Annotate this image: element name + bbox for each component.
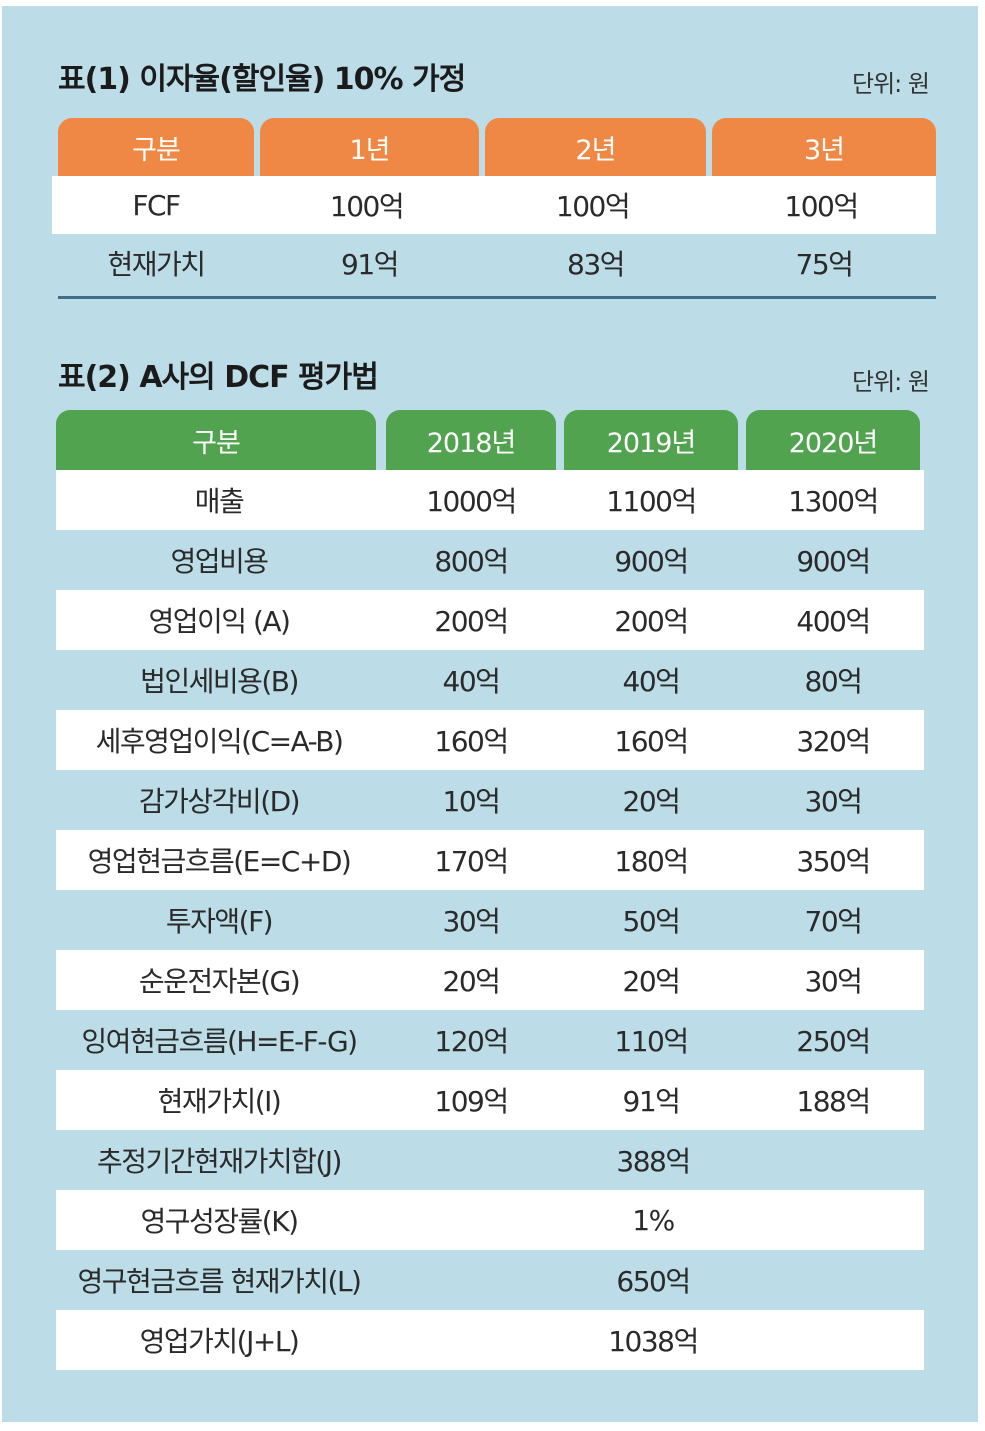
table2-cell: 900억 xyxy=(614,545,689,578)
table2-row-label: 영업현금흐름(E=C+D) xyxy=(56,830,382,890)
table2-cell: 120억 xyxy=(434,1025,509,1058)
table2-cell: 20억 xyxy=(560,950,742,1010)
table1-bottom-rule xyxy=(58,296,936,299)
table2-cell: 320억 xyxy=(742,710,924,770)
table2-cell: 350억 xyxy=(742,830,924,890)
table2-row-label: 투자액(F) xyxy=(165,905,274,938)
table2-cell: 1100억 xyxy=(560,470,742,530)
table2-row-label: 법인세비용(B) xyxy=(140,665,299,698)
table1: 구분 1년 2년 3년 FCF 100억 100억 100억 현재가치 91억 83억 75억 xyxy=(58,118,936,292)
table1-cell: 83억 xyxy=(567,248,625,281)
table2-unit: 단위: 원 xyxy=(852,368,930,396)
table2-header-1: 2018년 xyxy=(386,410,556,470)
table2-cell: 900억 xyxy=(796,545,871,578)
table2-cell: 1000억 xyxy=(382,470,560,530)
table2-summary-value: 1038억 xyxy=(382,1310,924,1370)
table2-title: 표(2) A사의 DCF 평가법 xyxy=(58,360,379,395)
table1-cell: 100억 xyxy=(479,176,706,234)
table2-cell: 20억 xyxy=(382,950,560,1010)
table1-header-0: 구분 xyxy=(58,118,254,176)
table1-cell: 75억 xyxy=(795,248,854,281)
table2-row-label: 매출 xyxy=(56,470,382,530)
table2-cell: 80억 xyxy=(804,665,863,698)
table2-cell: 30억 xyxy=(804,785,863,818)
table2-cell: 200억 xyxy=(560,590,742,650)
table2-cell: 180억 xyxy=(560,830,742,890)
table1-row-label: 현재가치 xyxy=(107,248,206,281)
table2-row-label: 세후영업이익(C=A-B) xyxy=(56,710,382,770)
table2-cell: 170억 xyxy=(382,830,560,890)
table2-summary-label: 영구성장률(K) xyxy=(56,1190,382,1250)
table2-row-label: 현재가치(I) xyxy=(56,1070,382,1130)
infographic-panel: 표(1) 이자율(할인율) 10% 가정 단위: 원 구분 1년 2년 3년 FCF 10… xyxy=(2,6,978,1422)
table1-row-label: FCF xyxy=(58,176,254,234)
table2-cell: 20억 xyxy=(622,785,681,818)
table2-cell: 70억 xyxy=(804,905,863,938)
table2-row-label: 영업이익 (A) xyxy=(56,590,382,650)
table2-cell: 40억 xyxy=(442,665,501,698)
table2-summary-label: 영업가치(J+L) xyxy=(56,1310,382,1370)
table2-cell: 200억 xyxy=(382,590,560,650)
table2-cell: 400억 xyxy=(742,590,924,650)
table2-cell: 30억 xyxy=(742,950,924,1010)
table2-cell: 250억 xyxy=(796,1025,871,1058)
table2-cell: 10억 xyxy=(442,785,501,818)
table1-header-3: 3년 xyxy=(712,118,936,176)
table2-row-label: 영업비용 xyxy=(170,545,269,578)
table2-header-0: 구분 xyxy=(56,410,376,470)
table2-cell: 160억 xyxy=(560,710,742,770)
table2-cell: 800억 xyxy=(434,545,509,578)
table2-cell: 1300억 xyxy=(742,470,924,530)
table2-summary-label: 추정기간현재가치합(J) xyxy=(97,1145,342,1178)
table2-row-label: 감가상각비(D) xyxy=(138,785,301,818)
table2-cell: 188억 xyxy=(742,1070,924,1130)
table1-header-1: 1년 xyxy=(260,118,479,176)
table1-unit: 단위: 원 xyxy=(852,70,930,98)
table2-cell: 110억 xyxy=(614,1025,689,1058)
table2-cell: 109억 xyxy=(382,1070,560,1130)
table2-row-label: 순운전자본(G) xyxy=(56,950,382,1010)
table2-row-label: 잉여현금흐름(H=E-F-G) xyxy=(81,1025,358,1058)
table2-summary-value: 388억 xyxy=(616,1145,691,1178)
table1-cell: 91억 xyxy=(341,248,399,281)
table2-cell: 30억 xyxy=(442,905,501,938)
table1-header-2: 2년 xyxy=(485,118,706,176)
table2-summary-label: 영구현금흐름 현재가치(L) xyxy=(77,1265,362,1298)
table1-cell: 100억 xyxy=(254,176,479,234)
table1-title: 표(1) 이자율(할인율) 10% 가정 xyxy=(58,62,466,97)
table2-header-2: 2019년 xyxy=(564,410,738,470)
table2-cell: 160억 xyxy=(382,710,560,770)
table2-summary-value: 650억 xyxy=(616,1265,691,1298)
table2-cell: 91억 xyxy=(560,1070,742,1130)
table2-header-3: 2020년 xyxy=(746,410,920,470)
table2-cell: 50억 xyxy=(622,905,681,938)
table1-cell: 100억 xyxy=(706,176,936,234)
table2-cell: 40억 xyxy=(622,665,681,698)
table2-summary-value: 1% xyxy=(382,1190,924,1250)
